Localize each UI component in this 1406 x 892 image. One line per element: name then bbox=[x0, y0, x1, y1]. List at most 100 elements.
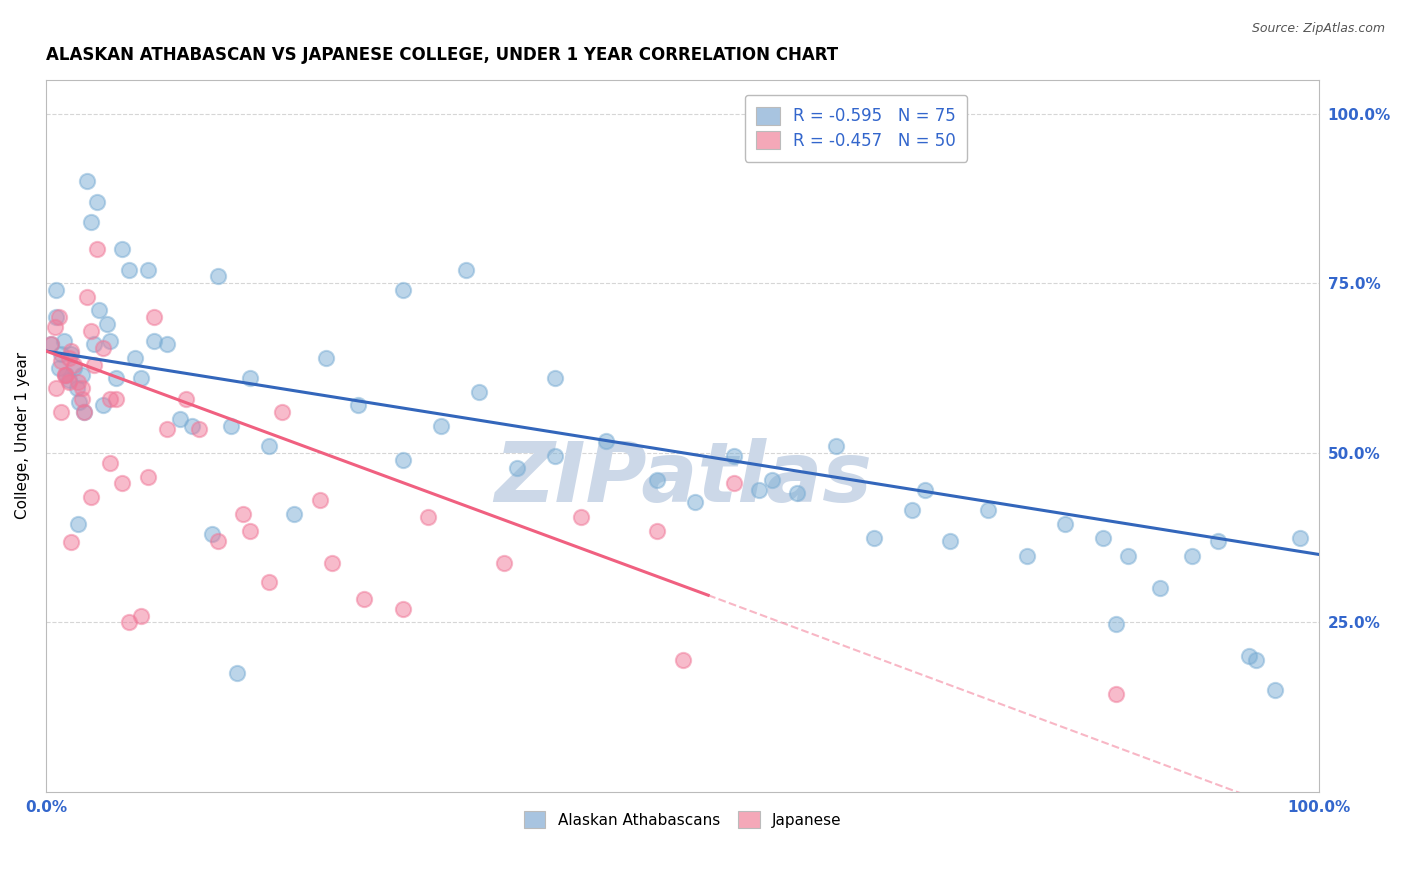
Point bbox=[862, 531, 884, 545]
Point bbox=[239, 524, 262, 538]
Point bbox=[914, 483, 936, 497]
Point bbox=[901, 503, 924, 517]
Point bbox=[257, 574, 280, 589]
Point bbox=[131, 608, 153, 623]
Point bbox=[91, 341, 114, 355]
Point bbox=[645, 473, 668, 487]
Point bbox=[98, 392, 121, 406]
Point bbox=[136, 469, 159, 483]
Point bbox=[544, 371, 567, 385]
Point bbox=[1091, 531, 1114, 545]
Point bbox=[391, 283, 413, 297]
Point bbox=[55, 368, 77, 382]
Point bbox=[45, 283, 67, 297]
Point bbox=[53, 368, 76, 382]
Point bbox=[786, 486, 808, 500]
Point bbox=[124, 351, 146, 365]
Point bbox=[48, 361, 70, 376]
Point bbox=[96, 317, 118, 331]
Point bbox=[1264, 683, 1286, 698]
Point bbox=[232, 507, 254, 521]
Point bbox=[79, 324, 101, 338]
Point bbox=[39, 337, 62, 351]
Point bbox=[60, 344, 83, 359]
Point bbox=[73, 405, 96, 419]
Point bbox=[111, 476, 134, 491]
Point bbox=[308, 493, 330, 508]
Point bbox=[70, 368, 93, 382]
Point bbox=[468, 384, 491, 399]
Point bbox=[111, 242, 134, 256]
Point bbox=[207, 533, 229, 548]
Point bbox=[156, 337, 179, 351]
Point bbox=[1053, 516, 1076, 531]
Legend: Alaskan Athabascans, Japanese: Alaskan Athabascans, Japanese bbox=[517, 805, 848, 834]
Point bbox=[1206, 533, 1229, 548]
Point bbox=[200, 527, 222, 541]
Point bbox=[39, 337, 62, 351]
Point bbox=[63, 361, 86, 376]
Point bbox=[52, 334, 75, 348]
Point bbox=[315, 351, 337, 365]
Point bbox=[86, 242, 108, 256]
Point bbox=[174, 392, 197, 406]
Point bbox=[1105, 616, 1128, 631]
Point bbox=[105, 371, 128, 385]
Point bbox=[53, 368, 76, 382]
Point bbox=[824, 439, 846, 453]
Point bbox=[136, 262, 159, 277]
Y-axis label: College, Under 1 year: College, Under 1 year bbox=[15, 352, 30, 519]
Point bbox=[1181, 549, 1204, 563]
Point bbox=[939, 533, 962, 548]
Point bbox=[1244, 653, 1267, 667]
Point bbox=[347, 398, 370, 412]
Point bbox=[70, 381, 93, 395]
Point bbox=[48, 310, 70, 324]
Point bbox=[1289, 531, 1312, 545]
Point bbox=[544, 449, 567, 463]
Point bbox=[494, 556, 516, 570]
Point bbox=[977, 503, 1000, 517]
Point bbox=[67, 395, 90, 409]
Point bbox=[1015, 549, 1038, 563]
Point bbox=[98, 456, 121, 470]
Point bbox=[118, 262, 141, 277]
Point bbox=[181, 418, 204, 433]
Point bbox=[83, 337, 105, 351]
Point bbox=[73, 405, 96, 419]
Point bbox=[456, 262, 478, 277]
Point bbox=[91, 398, 114, 412]
Point bbox=[207, 269, 229, 284]
Point bbox=[257, 439, 280, 453]
Point bbox=[45, 381, 67, 395]
Point bbox=[391, 602, 413, 616]
Point bbox=[58, 375, 80, 389]
Point bbox=[283, 507, 305, 521]
Point bbox=[98, 334, 121, 348]
Point bbox=[83, 358, 105, 372]
Point bbox=[429, 418, 451, 433]
Point bbox=[1118, 549, 1140, 563]
Point bbox=[58, 372, 80, 386]
Point bbox=[219, 418, 242, 433]
Point bbox=[66, 375, 89, 389]
Point bbox=[169, 412, 191, 426]
Point bbox=[353, 591, 375, 606]
Point bbox=[748, 483, 770, 497]
Point bbox=[51, 347, 73, 361]
Point bbox=[1239, 649, 1261, 664]
Point bbox=[66, 516, 89, 531]
Point bbox=[45, 310, 67, 324]
Point bbox=[321, 556, 343, 570]
Point bbox=[187, 422, 209, 436]
Point bbox=[60, 347, 83, 361]
Point bbox=[65, 381, 87, 395]
Point bbox=[143, 334, 166, 348]
Point bbox=[131, 371, 153, 385]
Point bbox=[79, 490, 101, 504]
Point bbox=[44, 320, 66, 334]
Text: ZIPatlas: ZIPatlas bbox=[494, 438, 872, 519]
Point bbox=[685, 494, 707, 508]
Point bbox=[1149, 582, 1171, 596]
Point bbox=[60, 535, 83, 549]
